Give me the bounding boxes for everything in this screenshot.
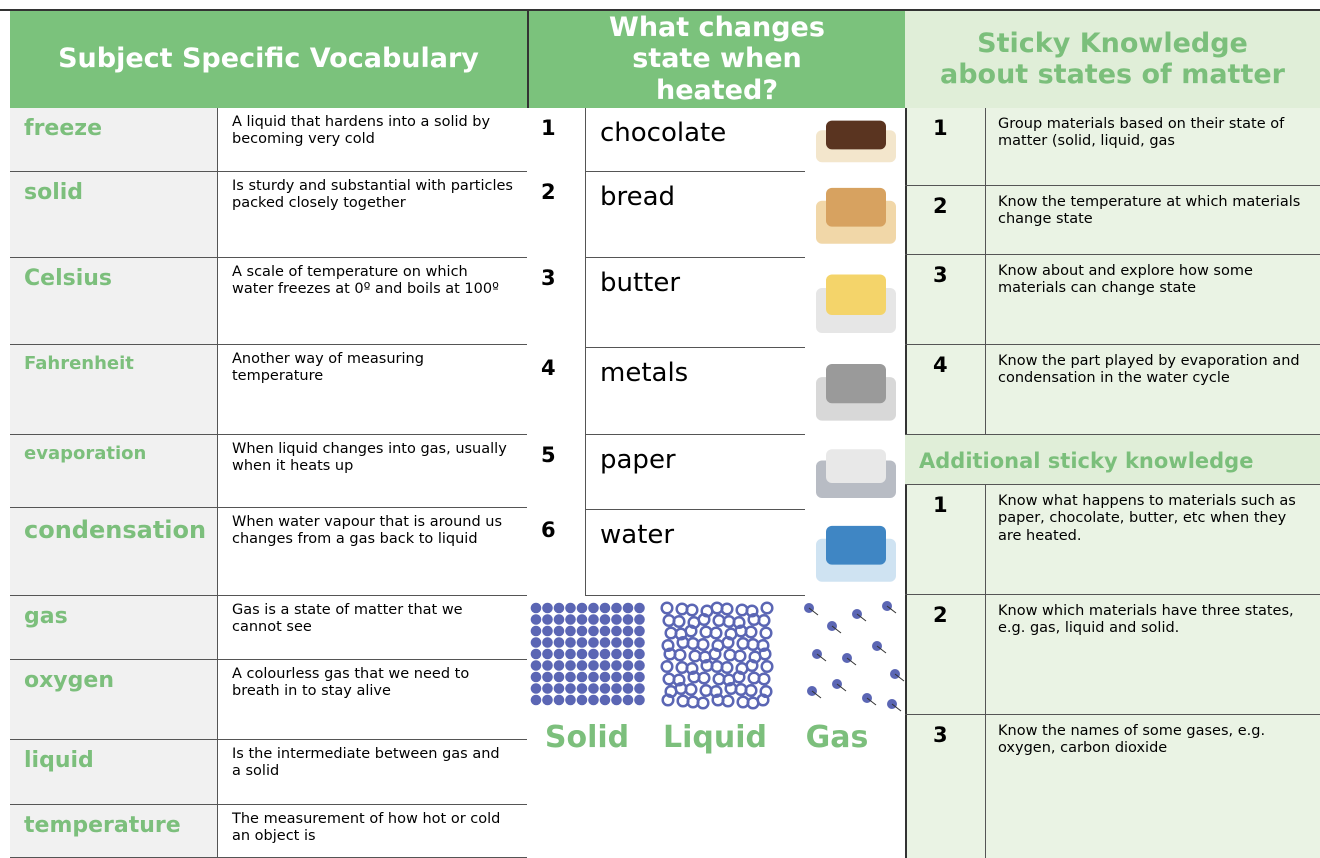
vocab-definition: Another way of measuring temperature [218,345,527,435]
sticky-text: Know the temperature at which materials … [985,186,1320,255]
additional-number: 1 [905,485,985,595]
sticky-text: Know the part played by evaporation and … [985,345,1320,435]
item-number: 3 [527,258,585,348]
vocab-definition: A colourless gas that we need to breath … [218,660,527,740]
item-picture [808,513,903,593]
vocab-definition: When water vapour that is around us chan… [218,508,527,596]
additional-number: 2 [905,595,985,715]
item-name: paper [585,435,805,510]
state-label: Solid [527,720,647,755]
vocab-term: liquid [10,740,218,805]
vocab-term: gas [10,596,218,660]
vocab-term: condensation [10,508,218,596]
vocab-term: Fahrenheit [10,345,218,435]
vocab-definition: A scale of temperature on which water fr… [218,258,527,345]
item-name: water [585,510,805,596]
vocab-term: oxygen [10,660,218,740]
additional-text: Know what happens to materials such as p… [985,485,1320,595]
vocab-definition: When liquid changes into gas, usually wh… [218,435,527,508]
sticky-number: 4 [905,345,985,435]
sticky-number: 1 [905,108,985,186]
item-picture [808,175,903,255]
sticky-number: 3 [905,255,985,345]
state-label: Gas [777,720,897,755]
sticky-text: Group materials based on their state of … [985,108,1320,186]
item-name: chocolate [585,108,805,172]
item-name: bread [585,172,805,258]
top-rule [0,9,1320,11]
item-name: metals [585,348,805,435]
heated-title: What changes state when heated? [527,10,905,108]
sticky-title: Sticky Knowledge about states of matter [905,10,1320,108]
vocab-definition: Gas is a state of matter that we cannot … [218,596,527,660]
vocab-term: Celsius [10,258,218,345]
additional-title: Additional sticky knowledge [905,435,1320,485]
additional-number: 3 [905,715,985,858]
vocab-definition: A liquid that hardens into a solid by be… [218,108,527,172]
item-number: 4 [527,348,585,435]
item-number: 2 [527,172,585,258]
vocab-definition: Is the intermediate between gas and a so… [218,740,527,805]
vocab-term: solid [10,172,218,258]
additional-text: Know which materials have three states, … [985,595,1320,715]
item-number: 5 [527,435,585,510]
page: Subject Specific Vocabulary What changes… [0,0,1320,858]
additional-text: Know the names of some gases, e.g. oxyge… [985,715,1320,858]
vocab-title: Subject Specific Vocabulary [10,10,527,108]
item-number: 1 [527,108,585,172]
vocab-definition: The measurement of how hot or cold an ob… [218,805,527,858]
item-picture [808,438,903,507]
item-picture [808,261,903,345]
vocab-term: evaporation [10,435,218,508]
sticky-number: 2 [905,186,985,255]
vocab-term: freeze [10,108,218,172]
sticky-text: Know about and explore how some material… [985,255,1320,345]
state-label: Liquid [655,720,775,755]
item-picture [808,351,903,432]
item-name: butter [585,258,805,348]
vocab-term: temperature [10,805,218,858]
item-number: 6 [527,510,585,596]
vocab-definition: Is sturdy and substantial with particles… [218,172,527,258]
item-picture [808,111,903,169]
